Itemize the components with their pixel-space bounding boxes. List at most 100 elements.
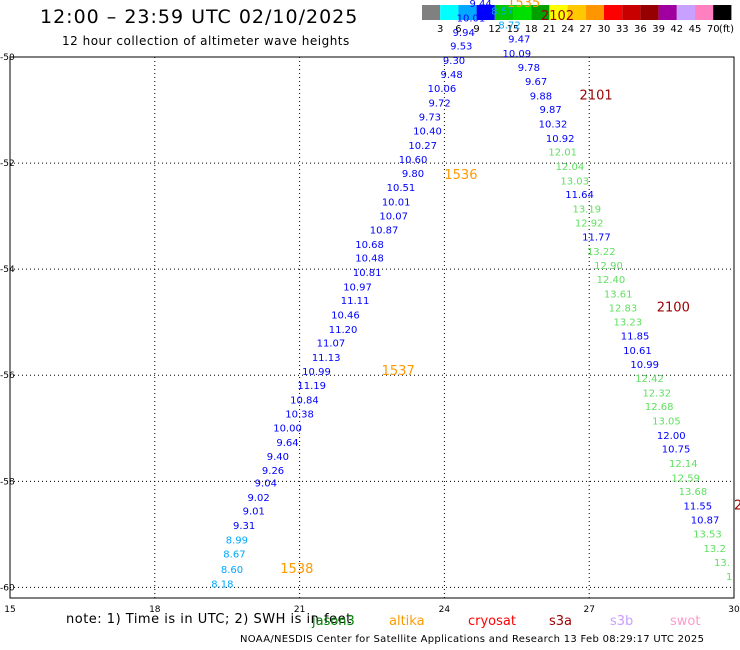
wave-height-value: 10.06 (428, 84, 457, 95)
legend-swatch (440, 5, 459, 20)
wave-height-value: 10.01 (457, 13, 486, 24)
legend-swatch (640, 5, 659, 20)
pass-time-label: 2102 (541, 9, 574, 24)
legend-swatch (476, 5, 495, 20)
longitude-tick-label: 24 (439, 605, 451, 615)
map-grid (9, 56, 735, 599)
satellite-name-s3a: s3a (549, 614, 572, 629)
legend-tick-label: 42 (670, 24, 683, 35)
wave-height-value: 1 (726, 572, 732, 583)
wave-height-value: 12.00 (657, 431, 686, 442)
legend-tick-label: 18 (525, 24, 538, 35)
legend-swatch (549, 5, 568, 20)
note-text: note: 1) Time is in UTC; 2) SWH is in fe… (66, 612, 352, 627)
legend-tick-label: 30 (598, 24, 611, 35)
wave-height-value: 13.22 (587, 247, 616, 258)
wave-height-value: 9.02 (247, 493, 269, 504)
map-frame (9, 56, 735, 599)
wave-height-value: 12.92 (575, 219, 604, 230)
latitude-tick-label: -60 (0, 583, 15, 593)
wave-height-value: 12.42 (635, 374, 664, 385)
wave-height-value: 12.59 (671, 473, 700, 484)
wave-height-value: 10.38 (285, 410, 314, 421)
legend-tick-label: 39 (652, 24, 665, 35)
wave-height-value: 9.40 (267, 452, 289, 463)
latitude-tick-label: -56 (0, 371, 15, 381)
wave-height-value: 9.87 (539, 105, 561, 116)
legend-tick-label: 3 (437, 24, 443, 35)
wave-height-value: 11.20 (329, 325, 358, 336)
wave-height-value: 10.32 (539, 120, 568, 131)
wave-height-value: 9.80 (402, 169, 424, 180)
legend-swatch (458, 5, 477, 20)
wave-height-value: 10.01 (382, 198, 411, 209)
longitude-tick-label: 30 (728, 605, 740, 615)
legend-swatch (422, 5, 441, 20)
pass-time-label: 1536 (444, 168, 477, 183)
wave-height-value: 13.19 (572, 204, 601, 215)
wave-height-value: 10.60 (399, 155, 428, 166)
pass-time-label: 2 (734, 498, 740, 513)
legend-swatch (695, 5, 714, 20)
wave-height-value: 9.31 (233, 521, 255, 532)
wave-height-value: 13.2 (704, 544, 726, 555)
pass-time-label: 1535 (507, 0, 540, 11)
wave-height-value: 10.99 (630, 360, 659, 371)
wave-height-value: 9.48 (441, 70, 463, 81)
wave-height-value: 10.09 (502, 49, 531, 60)
wave-height-value: 8.67 (223, 550, 245, 561)
wave-height-value: 12.01 (548, 148, 577, 159)
longitude-tick-label: 18 (149, 605, 161, 615)
legend-tick-label: 70 (707, 24, 720, 35)
legend-tick-label: 9 (473, 24, 479, 35)
pass-time-label: 2101 (580, 88, 613, 103)
legend-tick-label: 12 (488, 24, 501, 35)
wave-height-value: 12.83 (609, 304, 638, 315)
legend-unit: (ft) (719, 24, 734, 35)
wave-height-value: 13.53 (693, 530, 722, 541)
pass-time-label: 1537 (382, 364, 415, 379)
wave-height-value: 12.40 (597, 275, 626, 286)
legend-swatch (513, 5, 532, 20)
wave-height-value: 10.75 (662, 445, 691, 456)
wave-height-value: 8.72 (498, 20, 520, 31)
wave-height-value: 9.01 (243, 507, 265, 518)
wave-height-value: 10.87 (691, 516, 720, 527)
wave-height-value: 9.44 (469, 0, 491, 10)
latitude-tick-label: -54 (0, 265, 15, 275)
wave-height-value: 10.27 (408, 141, 437, 152)
altimeter-track-b: 8.57 8.72 9.47 10.09 9.78 9.67 9.88 9.87 10.32 10… (491, 7, 732, 583)
legend-swatch (604, 5, 623, 20)
wave-height-value: 11.19 (297, 381, 326, 392)
wave-height-value: 9.67 (525, 77, 547, 88)
wave-height-value: 10.48 (355, 254, 384, 265)
wave-height-value: 8.57 (491, 7, 513, 18)
legend-tick-label: 15 (507, 24, 520, 35)
legend-tick-labels: 3 6 9 12 15 18 21 24 27 30 33 36 39 42 45 70 (437, 24, 720, 35)
legend-swatch (585, 5, 604, 20)
wave-height-value: 8.99 (226, 535, 248, 546)
wave-height-value: 10.68 (355, 240, 384, 251)
wave-height-value: 11.85 (621, 332, 650, 343)
wave-height-value: 11.77 (582, 233, 611, 244)
wave-height-value: 10.46 (331, 310, 360, 321)
satellite-name-swot: swot (670, 614, 700, 629)
wave-height-value: 12.32 (642, 388, 671, 399)
wave-height-value: 12.90 (594, 261, 623, 272)
legend-swatch (494, 5, 513, 20)
wave-height-value: 9.88 (530, 91, 552, 102)
wave-height-value: 8.18 (211, 579, 233, 590)
wave-height-value: 10.87 (370, 226, 399, 237)
pass-time-label: 1538 (280, 562, 313, 577)
legend-swatch (531, 5, 550, 20)
wave-height-value: 10.40 (413, 126, 442, 137)
wave-height-value: 11.13 (312, 353, 341, 364)
legend-tick-label: 45 (689, 24, 702, 35)
legend-tick-label: 36 (634, 24, 647, 35)
legend-swatch (713, 5, 732, 20)
wave-height-value: 10.84 (290, 395, 319, 406)
longitude-tick-label: 21 (294, 605, 305, 615)
satellite-name-s3b: s3b (610, 614, 633, 629)
